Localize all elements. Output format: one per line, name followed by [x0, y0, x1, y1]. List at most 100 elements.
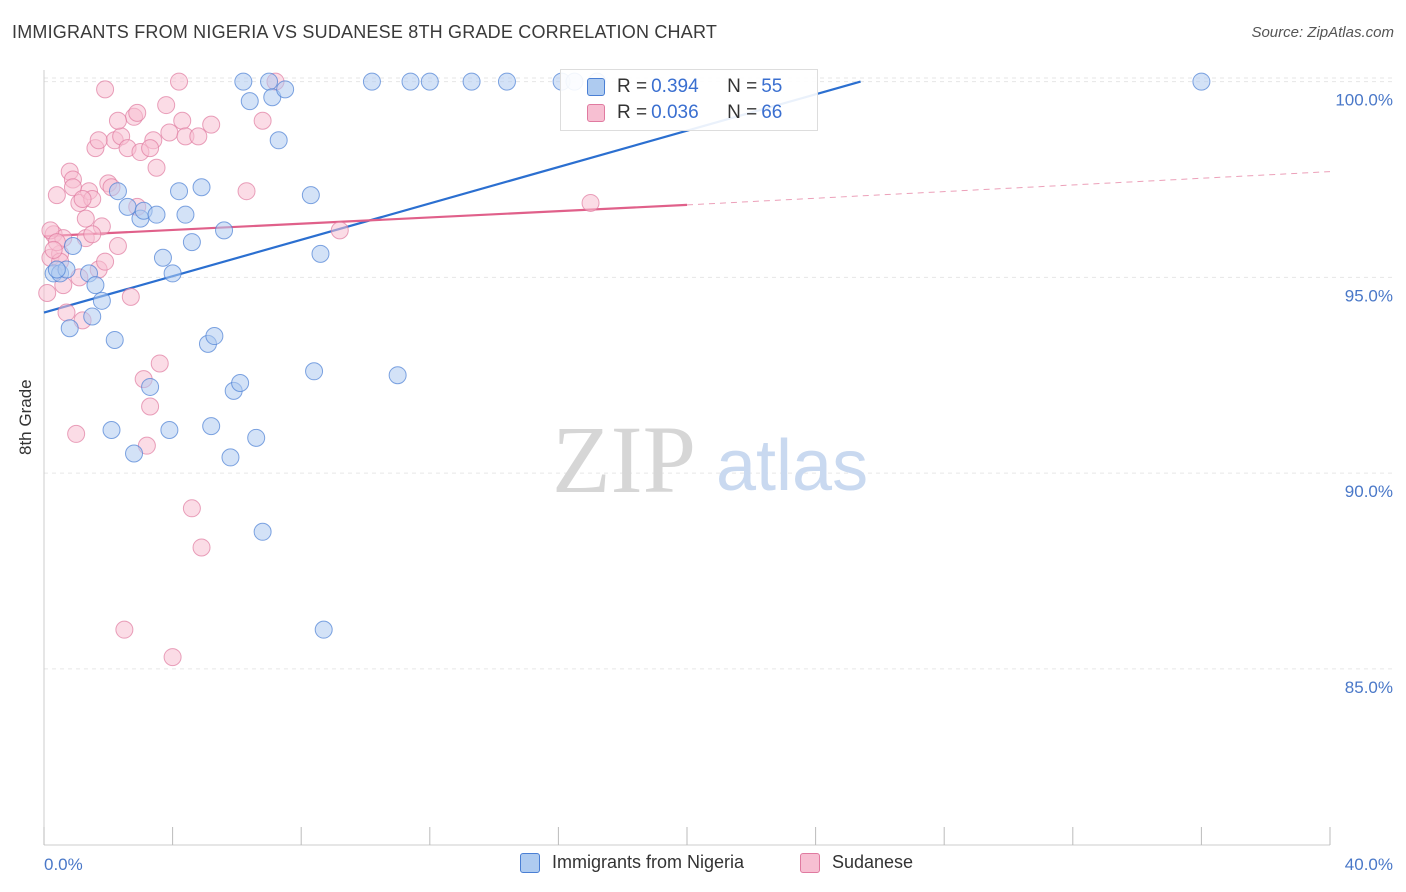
bottom-legend-swatch-sudanese [800, 852, 820, 873]
nigeria-point [314, 620, 333, 639]
nigeria-point [301, 186, 320, 205]
chart-title: IMMIGRANTS FROM NIGERIA VS SUDANESE 8TH … [12, 22, 718, 42]
nigeria-point [269, 131, 288, 150]
nigeria-point [47, 260, 66, 279]
nigeria-point [253, 522, 272, 541]
sudanese-point [115, 620, 134, 639]
x-tick-label: 40.0% [1345, 855, 1393, 874]
nigeria-point [362, 72, 381, 91]
nigeria-point [215, 221, 234, 240]
sudanese-point [44, 240, 63, 259]
sudanese-point [57, 303, 76, 322]
sudanese-point [141, 139, 160, 158]
sudanese-point [237, 182, 256, 201]
nigeria-point [83, 307, 102, 326]
nigeria-point [260, 72, 279, 91]
sudanese-point [47, 186, 66, 205]
grid-lines [44, 77, 1395, 670]
nigeria-point [231, 374, 250, 393]
sudanese-point [96, 252, 115, 271]
nigeria-point [170, 182, 189, 201]
nigeria-point [147, 205, 166, 224]
sudanese-point [96, 80, 115, 99]
stats-legend: R = 0.394 N = 55 R = 0.036 N = 66 [560, 69, 818, 131]
bottom-legend-label-nigeria: Immigrants from Nigeria [552, 852, 745, 872]
sudanese-point [330, 221, 349, 240]
sudanese-point [189, 127, 208, 146]
nigeria-point [92, 291, 111, 310]
nigeria-point [1192, 72, 1211, 91]
sudanese-point [121, 287, 140, 306]
tick-labels: 85.0% 90.0% 95.0% 100.0% 0.0% 40.0% [44, 91, 1393, 874]
sudanese-point [108, 237, 127, 256]
legend-row-nigeria: R = 0.394 N = 55 [587, 74, 782, 100]
nigeria-point [205, 327, 224, 346]
legend-row-sudanese: R = 0.036 N = 66 [587, 100, 782, 126]
source-credit: Source: ZipAtlas.com [1251, 24, 1394, 41]
nigeria-point [118, 197, 137, 216]
nigeria-point [497, 72, 516, 91]
nigeria-point [305, 362, 324, 381]
sudanese-point [73, 190, 92, 209]
watermark-atlas: atlas [716, 426, 868, 506]
sudanese-point [150, 354, 169, 373]
legend-r-value-nigeria: 0.394 [651, 76, 699, 97]
sudanese-point [581, 193, 600, 212]
y-tick-label: 95.0% [1345, 286, 1393, 305]
nigeria-point [86, 276, 105, 295]
nigeria-point [160, 421, 179, 440]
nigeria-point [388, 366, 407, 385]
bottom-legend-sudanese[interactable]: Sudanese [800, 852, 913, 873]
sudanese-point [170, 72, 189, 91]
bottom-legend-nigeria[interactable]: Immigrants from Nigeria [520, 852, 744, 873]
legend-swatch-sudanese [587, 104, 605, 122]
legend-n-value-sudanese: 66 [761, 102, 783, 123]
sudanese-point [163, 648, 182, 667]
legend-r-value-sudanese: 0.036 [651, 102, 699, 123]
nigeria-point [182, 233, 201, 252]
sudanese-point [147, 158, 166, 177]
x-tick-label: 0.0% [44, 855, 83, 874]
legend-swatch-nigeria [587, 78, 605, 96]
sudanese-point [128, 103, 147, 122]
nigeria-point [125, 444, 144, 463]
trend-line-sudanese [43, 203, 688, 238]
nigeria-point [105, 330, 124, 349]
y-tick-label: 90.0% [1345, 482, 1393, 501]
nigeria-point [234, 72, 253, 91]
sudanese-point [63, 178, 82, 197]
nigeria-point [108, 182, 127, 201]
legend-r-label: R = [617, 76, 648, 97]
nigeria-point [462, 72, 481, 91]
sudanese-point [67, 424, 86, 443]
sudanese-point [141, 397, 160, 416]
sudanese-point [182, 499, 201, 518]
y-tick-label: 85.0% [1345, 678, 1393, 697]
nigeria-point [192, 178, 211, 197]
nigeria-point [176, 205, 195, 224]
nigeria-point [276, 80, 295, 99]
nigeria-point [311, 244, 330, 263]
legend-n-label: N = [727, 102, 758, 123]
legend-r-label: R = [617, 102, 648, 123]
nigeria-point [63, 237, 82, 256]
nigeria-point [141, 377, 160, 396]
sudanese-point [83, 225, 102, 244]
nigeria-point [221, 448, 240, 467]
sudanese-point [89, 131, 108, 150]
watermark-zip: ZIP [552, 406, 696, 513]
bottom-legend-swatch-nigeria [520, 852, 540, 873]
nigeria-point [240, 92, 259, 111]
nigeria-point [153, 248, 172, 267]
bottom-legend-label-sudanese: Sudanese [832, 852, 914, 872]
nigeria-point [401, 72, 420, 91]
sudanese-point [202, 115, 221, 134]
nigeria-point [420, 72, 439, 91]
axes [43, 70, 1331, 846]
sudanese-point [173, 111, 192, 130]
trend-line-sudanese-extension [686, 171, 1331, 206]
sudanese-point [76, 209, 95, 228]
sudanese-point [192, 538, 211, 557]
sudanese-point [108, 111, 127, 130]
